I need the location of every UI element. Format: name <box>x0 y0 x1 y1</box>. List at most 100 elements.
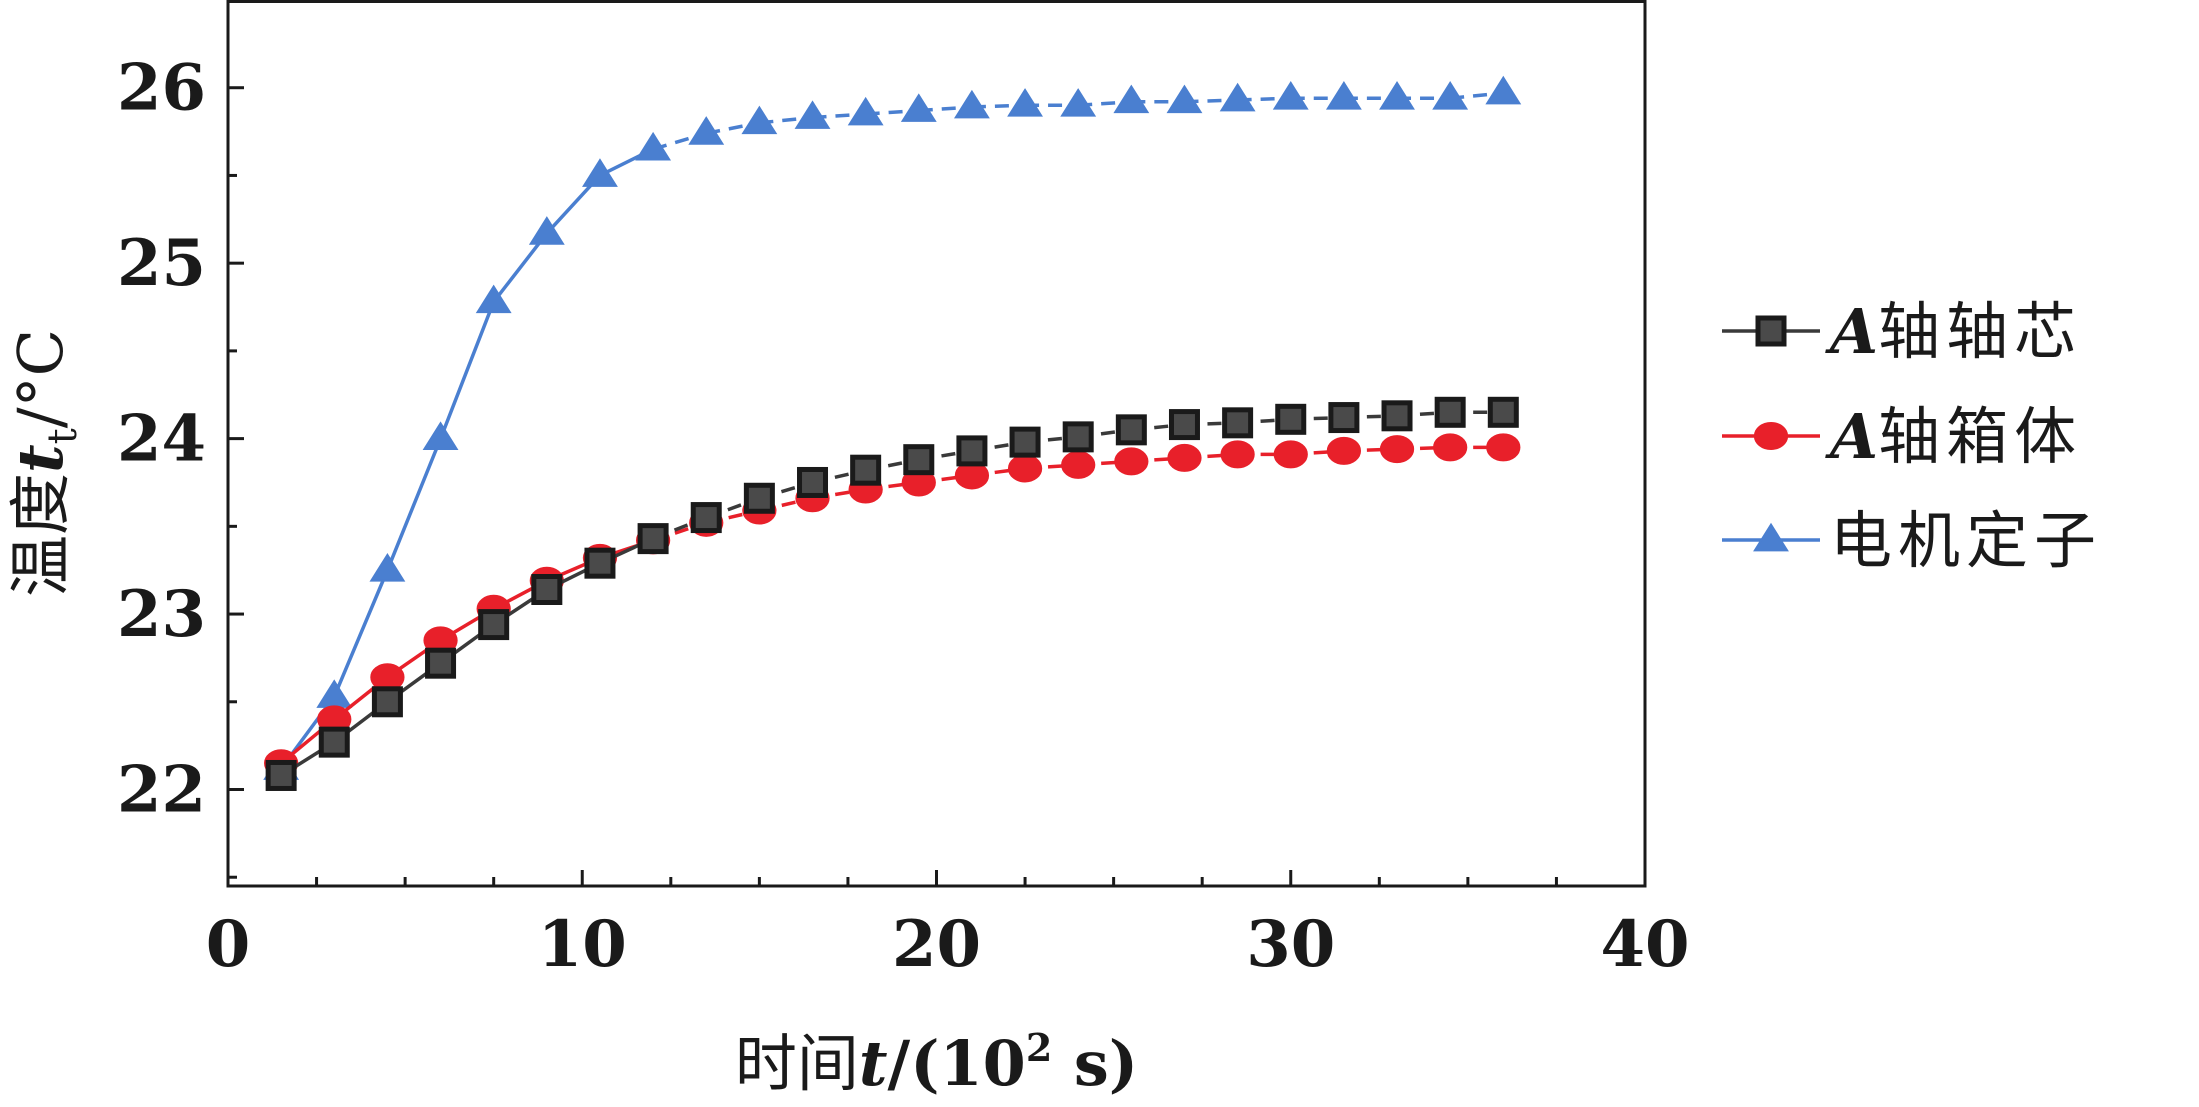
data-point <box>1113 84 1150 114</box>
data-point <box>1168 409 1200 441</box>
data-point <box>1220 440 1255 469</box>
x-tick-label: 30 <box>1246 907 1335 982</box>
data-point <box>478 609 510 641</box>
x-axis-title: 时间t/(102 s) <box>735 1025 1138 1100</box>
data-point <box>1326 436 1362 465</box>
data-point <box>956 435 988 467</box>
data-point <box>1114 447 1149 476</box>
data-point <box>1062 421 1094 453</box>
x-tick-label: 0 <box>206 907 251 982</box>
data-point <box>637 523 669 555</box>
data-point <box>1325 81 1362 110</box>
data-point <box>1485 75 1522 105</box>
x-axis-title-prefix: 时间 <box>735 1027 859 1100</box>
data-point <box>903 444 935 476</box>
data-point <box>741 105 778 135</box>
data-point <box>369 553 406 582</box>
series-line-segment <box>492 232 549 303</box>
legend-label-text: 轴轴芯 <box>1878 295 2082 368</box>
data-point <box>1328 402 1360 434</box>
data-point <box>371 686 403 718</box>
legend-label: A轴箱体 <box>1825 400 2082 473</box>
x-axis-title-suffix: /(10 <box>888 1027 1026 1100</box>
legend-label: A轴轴芯 <box>1825 295 2082 368</box>
legend-label-var: A <box>1825 295 1878 368</box>
series-0 <box>265 396 1519 791</box>
data-point <box>797 466 829 498</box>
legend-label-text: 电机定子 <box>1830 504 2102 577</box>
data-point <box>1379 435 1415 464</box>
series-line-segment <box>438 301 496 440</box>
data-point <box>635 131 672 161</box>
legend-item: A轴箱体 <box>1722 400 2082 473</box>
legend-marker <box>1753 522 1789 552</box>
data-point <box>1381 400 1413 432</box>
data-point <box>528 216 565 245</box>
y-tick-label: 22 <box>117 753 206 828</box>
y-axis-title-suffix: /°C <box>4 329 77 428</box>
data-point <box>1007 454 1043 483</box>
x-tick-label: 40 <box>1600 907 1689 982</box>
legend-item: A轴轴芯 <box>1722 295 2082 368</box>
data-point <box>1222 407 1254 439</box>
data-point <box>475 284 512 314</box>
data-point <box>1275 403 1307 435</box>
data-point <box>422 421 459 450</box>
y-tick-label: 26 <box>117 51 206 126</box>
data-point <box>850 454 882 486</box>
data-point <box>953 89 990 119</box>
data-point <box>847 96 884 126</box>
data-point <box>1432 81 1469 110</box>
data-point <box>1487 396 1519 428</box>
data-point <box>1219 82 1256 112</box>
data-point <box>584 547 616 579</box>
data-point <box>1486 433 1521 462</box>
legend-marker <box>1753 422 1789 450</box>
y-axis-title: 温度tt/°C <box>4 329 86 597</box>
data-point <box>582 158 618 187</box>
data-point <box>1272 81 1309 110</box>
data-point <box>690 502 722 534</box>
data-point <box>1166 84 1203 114</box>
data-point <box>1061 450 1096 479</box>
x-tick-label: 10 <box>538 907 627 982</box>
data-point <box>425 647 457 679</box>
data-point <box>1007 88 1043 117</box>
legend-item: 电机定子 <box>1722 504 2102 577</box>
legend-marker <box>1755 315 1787 347</box>
x-axis-title-sup: 2 <box>1026 1025 1052 1070</box>
legend-label-text: 轴箱体 <box>1878 400 2082 473</box>
data-point <box>318 726 350 758</box>
y-axis-title-prefix: 温度 <box>4 473 77 597</box>
data-point <box>1009 426 1041 458</box>
data-point <box>1167 443 1202 472</box>
data-point <box>900 93 937 122</box>
data-point <box>743 482 775 514</box>
data-point <box>1433 433 1468 462</box>
x-tick-label: 20 <box>892 907 981 982</box>
series-line-segment <box>332 569 390 698</box>
data-point <box>1273 440 1308 469</box>
data-point <box>1379 81 1415 110</box>
data-point <box>1434 396 1466 428</box>
data-point <box>1115 414 1147 446</box>
y-tick-label: 25 <box>117 226 206 301</box>
series-line-segment <box>385 437 443 571</box>
data-point <box>688 116 725 145</box>
data-point <box>316 679 353 708</box>
series-1 <box>264 433 1521 778</box>
legend-label: 电机定子 <box>1830 504 2102 577</box>
data-point <box>794 100 831 129</box>
y-axis-title-var: t <box>4 444 77 473</box>
y-axis-title-sub: t <box>40 428 86 444</box>
data-point <box>531 573 563 605</box>
y-tick-label: 24 <box>117 402 206 477</box>
data-point <box>1060 88 1097 117</box>
legend-label-var: A <box>1825 400 1878 473</box>
x-axis-title-unit: s) <box>1052 1027 1138 1100</box>
x-axis-title-var: t <box>859 1027 888 1100</box>
data-point <box>265 759 297 791</box>
axis-ticks: 0 10 20 30 40 22 23 24 25 26 <box>117 0 1690 982</box>
